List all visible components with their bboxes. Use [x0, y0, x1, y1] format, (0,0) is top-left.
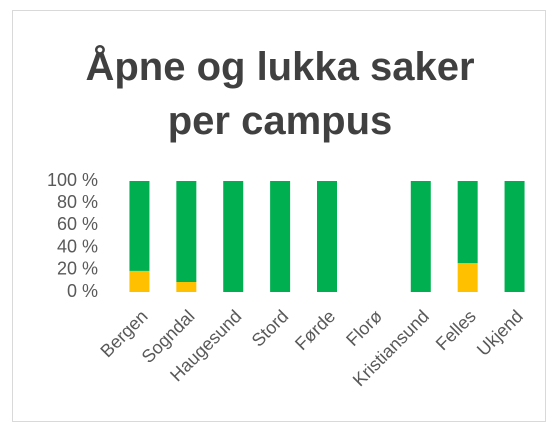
bar-segment — [129, 181, 150, 271]
bar-segment — [176, 282, 197, 292]
bar-segment — [504, 181, 525, 292]
y-tick-label: 100 % — [47, 170, 98, 190]
bar-segment — [270, 181, 291, 292]
y-tick-label: 40 % — [57, 236, 98, 256]
y-tick-label: 0 % — [67, 281, 98, 301]
bar-segment — [129, 270, 150, 292]
chart-frame — [12, 10, 546, 422]
bar-segment — [457, 263, 478, 292]
y-tick-label: 20 % — [57, 259, 98, 279]
x-tick-label: Ukjend — [473, 306, 527, 360]
bar-segment — [410, 181, 431, 292]
chart-title: Åpne og lukka saker per campus — [85, 45, 475, 143]
bar-segment — [317, 181, 337, 292]
bar-segment — [223, 181, 244, 292]
y-tick-label: 80 % — [57, 192, 98, 212]
y-tick-label: 60 % — [57, 214, 98, 234]
bar-segment — [176, 181, 197, 283]
bar-segment — [457, 181, 478, 264]
x-tick-label: Stord — [248, 306, 293, 351]
x-tick-label: Florø — [342, 306, 386, 350]
x-tick-label: Felles — [432, 306, 480, 354]
x-tick-label: Førde — [291, 306, 339, 354]
